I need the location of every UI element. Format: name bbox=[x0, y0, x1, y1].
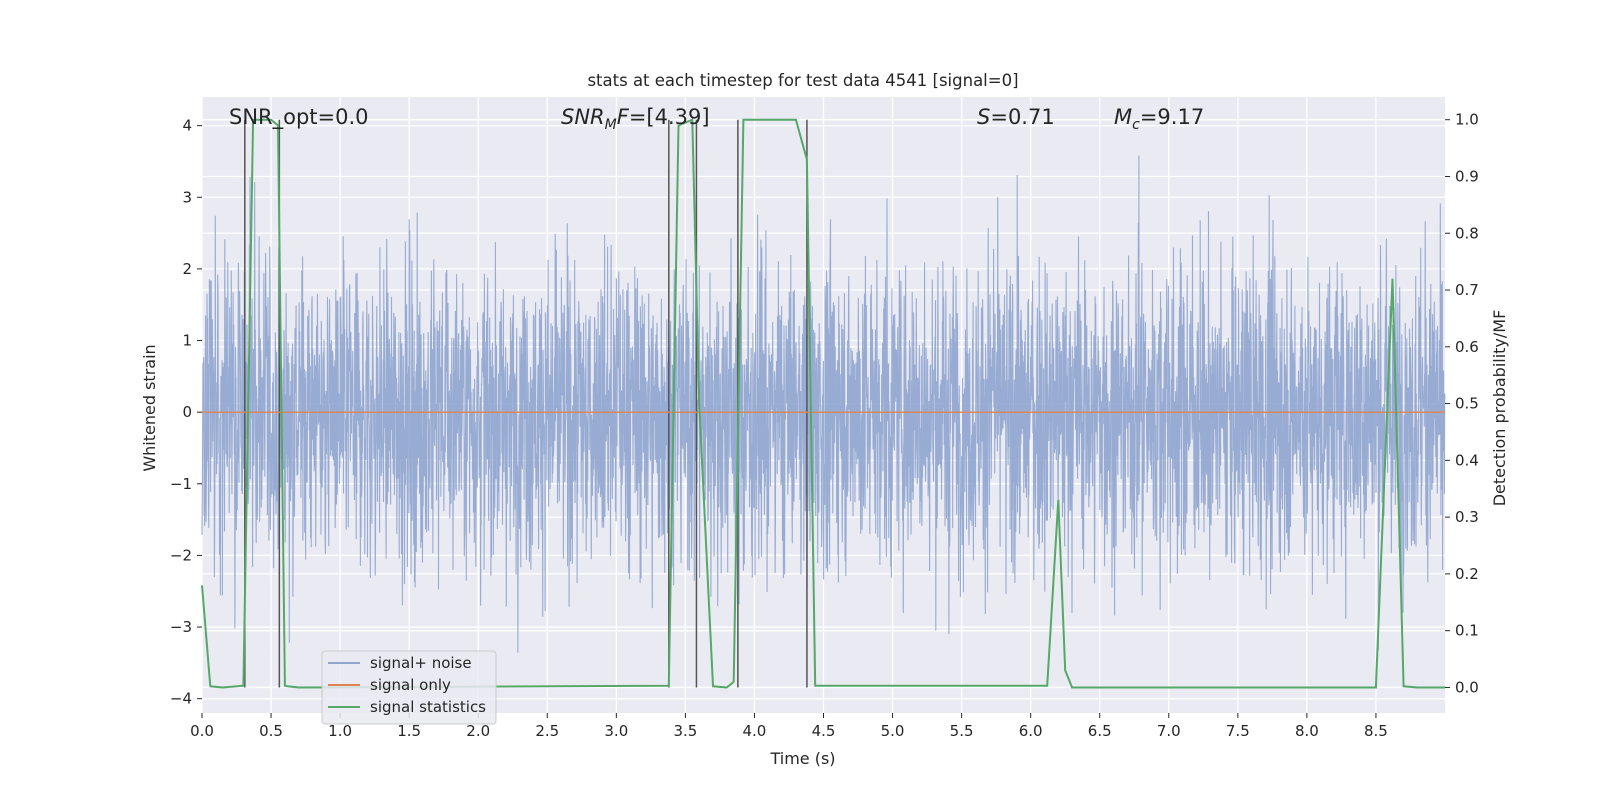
x-tick-label: 7.5 bbox=[1226, 722, 1250, 740]
y-tick-label: 4 bbox=[182, 117, 192, 135]
mc-sub: c bbox=[1132, 117, 1140, 133]
x-tick-label: 7.0 bbox=[1157, 722, 1181, 740]
axis-ticks: 0.0 0.5 1.0 1.5 2.0 2.5 3.0 3.5 4.0 4.5 5.0 5.5 6.0 6… bbox=[170, 111, 1479, 740]
snr-mf-value: =[4.39] bbox=[629, 105, 710, 129]
snr-mf-prefix: SNR bbox=[561, 105, 605, 129]
y-axis-label: Whitened strain bbox=[140, 344, 159, 471]
s-annotation: S=0.71 bbox=[977, 105, 1055, 129]
snr-opt-annotation: SNR_opt=0.0 bbox=[229, 105, 369, 130]
snr-mf-annotation: SNRMF=[4.39] bbox=[561, 105, 710, 133]
y-tick-label: 2 bbox=[182, 260, 192, 278]
legend-label-signal-statistics: signal statistics bbox=[370, 698, 486, 716]
s-prefix: S bbox=[977, 105, 990, 129]
y-right-tick-label: 0.6 bbox=[1455, 338, 1479, 356]
mc-prefix: M bbox=[1114, 105, 1132, 129]
y-right-tick-label: 0.3 bbox=[1455, 508, 1479, 526]
y-right-tick-label: 0.9 bbox=[1455, 167, 1479, 185]
signal-noise-line bbox=[201, 155, 1446, 653]
legend-label-signal-only: signal only bbox=[370, 676, 451, 694]
legend: signal+ noise signal only signal statist… bbox=[321, 650, 497, 725]
signal-statistics-line bbox=[201, 118, 1445, 689]
x-tick-label: 5.0 bbox=[881, 722, 905, 740]
y-tick-label: −1 bbox=[170, 475, 192, 493]
y-tick-label: −4 bbox=[170, 690, 192, 708]
y-right-tick-label: 0.0 bbox=[1455, 678, 1479, 696]
x-tick-label: 2.0 bbox=[466, 722, 490, 740]
y-right-tick-label: 0.5 bbox=[1455, 395, 1479, 413]
y-tick-label: 0 bbox=[182, 403, 192, 421]
y-right-tick-label: 0.1 bbox=[1455, 622, 1479, 640]
x-tick-label: 6.5 bbox=[1088, 722, 1112, 740]
y-right-tick-label: 0.7 bbox=[1455, 281, 1479, 299]
x-tick-label: 3.5 bbox=[673, 722, 697, 740]
x-tick-label: 8.0 bbox=[1295, 722, 1319, 740]
y-right-tick-label: 0.4 bbox=[1455, 451, 1479, 469]
x-tick-label: 8.5 bbox=[1364, 722, 1388, 740]
mc-value: =9.17 bbox=[1140, 105, 1204, 129]
y-tick-label: −3 bbox=[170, 618, 192, 636]
x-tick-label: 5.5 bbox=[950, 722, 974, 740]
y-right-tick-label: 1.0 bbox=[1455, 111, 1479, 129]
snr-mf-sub: M bbox=[605, 117, 617, 133]
x-tick-label: 1.0 bbox=[328, 722, 352, 740]
x-tick-label: 1.5 bbox=[397, 722, 421, 740]
x-axis-label: Time (s) bbox=[769, 749, 835, 768]
legend-box bbox=[321, 650, 497, 725]
series-lines bbox=[201, 118, 1445, 689]
mc-annotation: Mc=9.17 bbox=[1114, 105, 1204, 133]
s-value: =0.71 bbox=[990, 105, 1054, 129]
x-tick-label: 4.5 bbox=[812, 722, 836, 740]
x-tick-label: 2.5 bbox=[535, 722, 559, 740]
x-tick-label: 4.0 bbox=[743, 722, 767, 740]
legend-label-signal-noise: signal+ noise bbox=[370, 654, 472, 672]
y-right-tick-label: 0.8 bbox=[1455, 224, 1479, 242]
signal-noise-series bbox=[201, 155, 1446, 653]
x-tick-label: 6.0 bbox=[1019, 722, 1043, 740]
snr-mf-f: F bbox=[617, 105, 630, 129]
chart-title: stats at each timestep for test data 454… bbox=[587, 71, 1018, 90]
y-right-axis-label: Detection probability/MF bbox=[1490, 310, 1509, 507]
y-right-tick-label: 0.2 bbox=[1455, 565, 1479, 583]
x-tick-label: 0.5 bbox=[259, 722, 283, 740]
y-tick-label: 3 bbox=[182, 188, 192, 206]
x-tick-label: 0.0 bbox=[190, 722, 214, 740]
y-tick-label: −2 bbox=[170, 546, 192, 564]
y-tick-label: 1 bbox=[182, 332, 192, 350]
x-tick-label: 3.0 bbox=[604, 722, 628, 740]
